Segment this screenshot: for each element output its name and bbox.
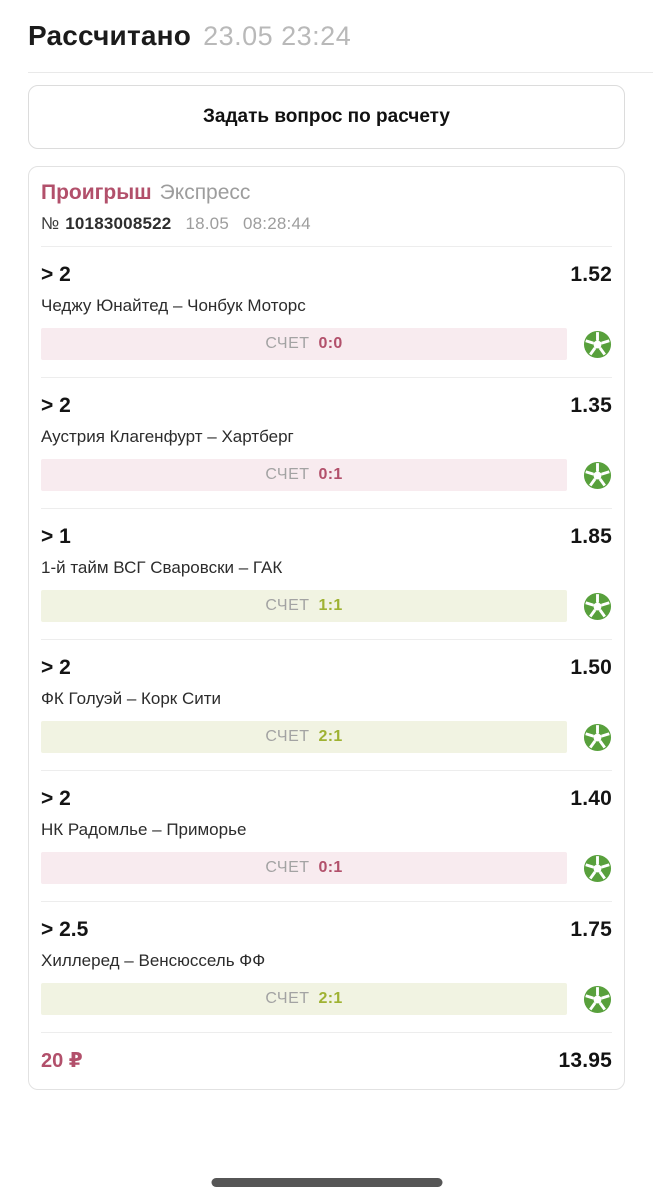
score-bar: СЧЕТ 2:1	[41, 983, 567, 1015]
match-name: НК Радомлье – Приморье	[41, 820, 247, 839]
selection-odds: 1.40	[570, 787, 612, 810]
match-name: ФК Голуэй – Корк Сити	[41, 689, 222, 708]
score-value: 2:1	[318, 728, 343, 745]
match-name: 1-й тайм ВСГ Сваровски – ГАК	[41, 558, 283, 577]
score-row: СЧЕТ 2:1	[41, 721, 612, 753]
match-name: Аустрия Клагенфурт – Хартберг	[41, 427, 294, 446]
bet-number-group: № 10183008522	[41, 214, 171, 234]
bet-number-sign: №	[41, 214, 60, 233]
pick-label: > 2.5	[41, 918, 89, 941]
soccer-ball-icon	[583, 330, 612, 358]
settled-bet-page: Рассчитано 23.05 23:24	[0, 0, 653, 72]
selection-row: > 2 1.35 Аустрия Клагенфурт – Хартберг С…	[41, 377, 612, 508]
ask-question-button[interactable]: Задать вопрос по расчету	[28, 85, 625, 149]
page-title: Рассчитано	[28, 20, 192, 51]
score-bar: СЧЕТ 1:1	[41, 590, 567, 622]
selection-odds: 1.85	[570, 525, 612, 548]
pick-label: > 1	[41, 525, 71, 548]
score-bar: СЧЕТ 0:1	[41, 459, 567, 491]
pick-row: > 2 1.52	[41, 263, 612, 287]
score-row: СЧЕТ 0:1	[41, 459, 612, 491]
score-bar: СЧЕТ 2:1	[41, 721, 567, 753]
selections-list: > 2 1.52 Чеджу Юнайтед – Чонбук Моторс С…	[41, 246, 612, 1032]
soccer-ball-icon	[583, 985, 612, 1013]
pick-row: > 2 1.50	[41, 656, 612, 680]
page-header: Рассчитано 23.05 23:24	[28, 16, 625, 72]
selection-odds: 1.52	[570, 263, 612, 286]
stake-amount: 20 ₽	[41, 1050, 83, 1072]
soccer-ball-icon	[583, 592, 612, 620]
bet-card-header: Проигрыш Экспресс № 10183008522 18.05 08…	[41, 167, 612, 246]
pick-label: > 2	[41, 656, 71, 679]
match-name: Хиллеред – Венсюссель ФФ	[41, 951, 266, 970]
bet-status-badge: Проигрыш	[41, 181, 152, 204]
bet-card-footer: 20 ₽ 13.95	[41, 1032, 612, 1089]
score-caption: СЧЕТ	[265, 597, 310, 614]
soccer-ball-icon	[583, 723, 612, 751]
home-indicator[interactable]	[211, 1178, 442, 1187]
bet-date: 18.05	[185, 214, 229, 233]
match-name: Чеджу Юнайтед – Чонбук Моторс	[41, 296, 306, 315]
score-caption: СЧЕТ	[265, 990, 310, 1007]
selection-row: > 2 1.52 Чеджу Юнайтед – Чонбук Моторс С…	[41, 246, 612, 377]
settlement-datetime: 23.05 23:24	[203, 21, 352, 51]
pick-row: > 2 1.40	[41, 787, 612, 811]
selection-odds: 1.35	[570, 394, 612, 417]
score-caption: СЧЕТ	[265, 335, 310, 352]
score-bar: СЧЕТ 0:0	[41, 328, 567, 360]
score-row: СЧЕТ 2:1	[41, 983, 612, 1015]
pick-label: > 2	[41, 263, 71, 286]
bet-time: 08:28:44	[243, 214, 311, 233]
header-divider	[28, 72, 653, 73]
pick-row: > 1 1.85	[41, 525, 612, 549]
selection-row: > 2 1.40 НК Радомлье – Приморье СЧЕТ 0:1	[41, 770, 612, 901]
pick-row: > 2 1.35	[41, 394, 612, 418]
selection-row: > 1 1.85 1-й тайм ВСГ Сваровски – ГАК СЧ…	[41, 508, 612, 639]
selection-odds: 1.50	[570, 656, 612, 679]
score-value: 2:1	[318, 990, 343, 1007]
soccer-ball-icon	[583, 854, 612, 882]
bet-status-row: Проигрыш Экспресс	[41, 181, 612, 205]
score-caption: СЧЕТ	[265, 859, 310, 876]
score-bar: СЧЕТ 0:1	[41, 852, 567, 884]
pick-row: > 2.5 1.75	[41, 918, 612, 942]
score-row: СЧЕТ 1:1	[41, 590, 612, 622]
score-value: 0:0	[318, 335, 343, 352]
selection-row: > 2 1.50 ФК Голуэй – Корк Сити СЧЕТ 2:1	[41, 639, 612, 770]
score-caption: СЧЕТ	[265, 728, 310, 745]
bet-card: Проигрыш Экспресс № 10183008522 18.05 08…	[28, 166, 625, 1090]
pick-label: > 2	[41, 787, 71, 810]
score-value: 0:1	[318, 466, 343, 483]
score-row: СЧЕТ 0:1	[41, 852, 612, 884]
selection-odds: 1.75	[570, 918, 612, 941]
score-caption: СЧЕТ	[265, 466, 310, 483]
total-odds: 13.95	[558, 1048, 612, 1072]
selection-row: > 2.5 1.75 Хиллеред – Венсюссель ФФ СЧЕТ…	[41, 901, 612, 1032]
score-value: 0:1	[318, 859, 343, 876]
bet-number-row: № 10183008522 18.05 08:28:44	[41, 214, 612, 234]
bet-number-value: 10183008522	[65, 214, 172, 233]
bet-type-label: Экспресс	[159, 181, 251, 204]
score-value: 1:1	[318, 597, 343, 614]
pick-label: > 2	[41, 394, 71, 417]
soccer-ball-icon	[583, 461, 612, 489]
score-row: СЧЕТ 0:0	[41, 328, 612, 360]
